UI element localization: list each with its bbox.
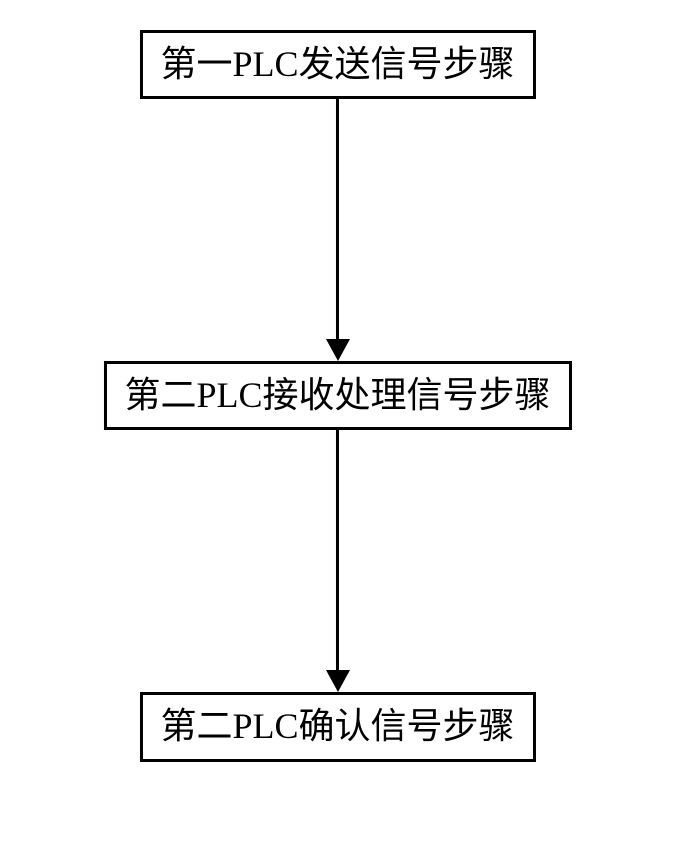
flowchart-container: 第一PLC发送信号步骤 第二PLC接收处理信号步骤 第二PLC确认信号步骤 bbox=[103, 30, 571, 762]
flowchart-step-2: 第二PLC接收处理信号步骤 bbox=[103, 361, 571, 430]
flowchart-step-3: 第二PLC确认信号步骤 bbox=[139, 692, 535, 761]
flowchart-step-1: 第一PLC发送信号步骤 bbox=[139, 30, 535, 99]
step-2-label: 第二PLC接收处理信号步骤 bbox=[124, 375, 550, 415]
arrow-2-head bbox=[326, 670, 350, 692]
step-1-label: 第一PLC发送信号步骤 bbox=[160, 44, 514, 84]
arrow-1-line bbox=[336, 99, 339, 339]
arrow-2 bbox=[326, 430, 350, 692]
arrow-2-line bbox=[336, 430, 339, 670]
arrow-1-head bbox=[326, 339, 350, 361]
arrow-1 bbox=[326, 99, 350, 361]
step-3-label: 第二PLC确认信号步骤 bbox=[160, 706, 514, 746]
